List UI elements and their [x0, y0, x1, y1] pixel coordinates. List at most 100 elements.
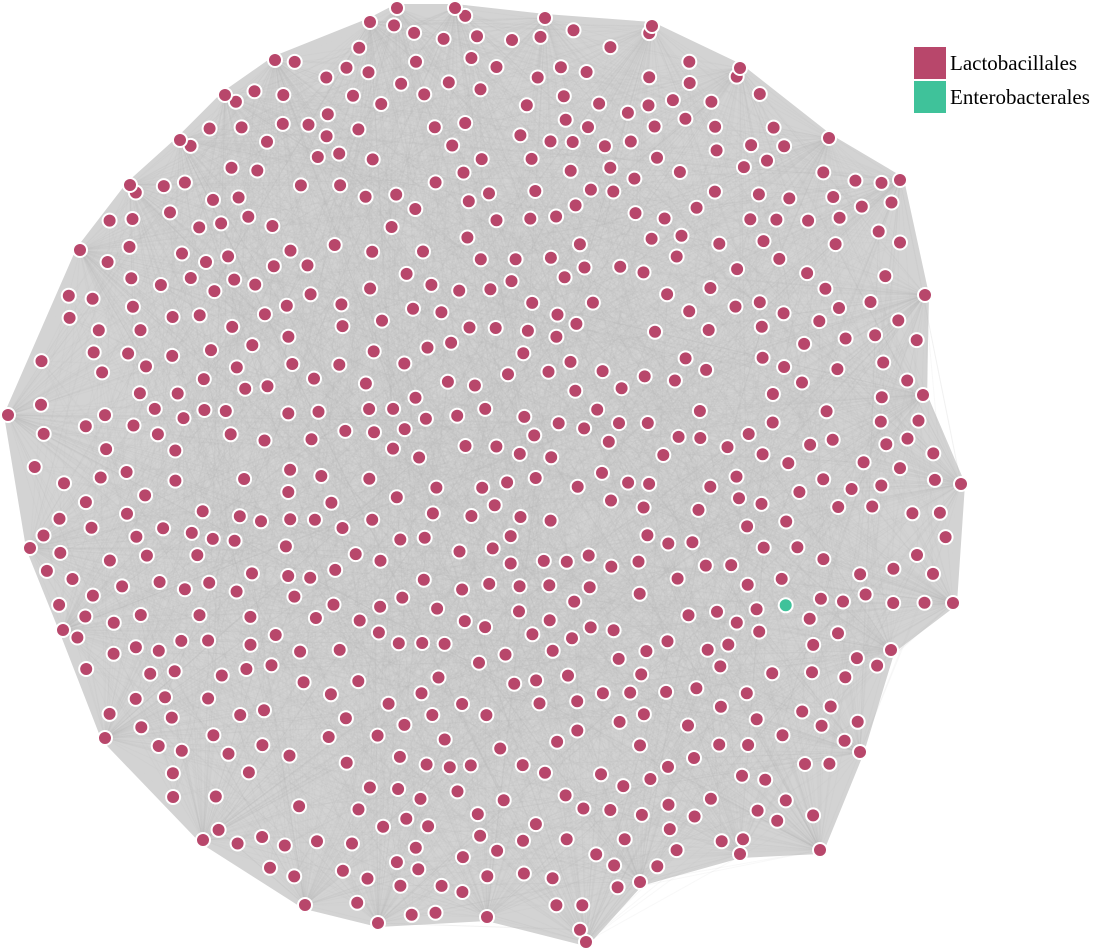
node-lactobacillales — [728, 468, 745, 485]
network-edge — [218, 7, 398, 830]
network-edge — [739, 67, 790, 199]
network-edge — [454, 7, 743, 776]
node-lactobacillales — [751, 86, 768, 102]
node-lactobacillales — [474, 479, 491, 496]
network-edge — [431, 7, 456, 716]
node-lactobacillales — [751, 294, 768, 311]
node-lactobacillales — [338, 59, 355, 76]
node-lactobacillales — [403, 906, 420, 923]
node-lactobacillales — [813, 717, 830, 734]
node-lactobacillales — [641, 69, 658, 86]
node-lactobacillales — [236, 471, 253, 487]
network-edge — [132, 306, 861, 753]
node-lactobacillales — [945, 595, 961, 611]
network-edge — [392, 394, 924, 450]
network-edge — [424, 137, 830, 539]
node-lactobacillales — [436, 731, 453, 748]
network-edge — [601, 67, 741, 474]
network-edge — [522, 352, 861, 753]
node-lactobacillales — [916, 594, 933, 611]
node-lactobacillales — [804, 664, 820, 681]
network-edge — [339, 7, 398, 186]
node-lactobacillales — [479, 909, 495, 925]
network-edge — [239, 515, 954, 604]
network-edge — [372, 137, 830, 253]
network-edge — [315, 617, 861, 753]
network-edge — [303, 681, 641, 883]
network-edge — [113, 483, 962, 624]
network-edge — [191, 294, 926, 534]
network-edge — [382, 7, 398, 827]
network-edge — [544, 17, 722, 707]
network-edge — [129, 25, 653, 186]
node-lactobacillales — [246, 83, 263, 100]
network-edge — [310, 577, 861, 753]
network-edge — [820, 294, 926, 599]
node-lactobacillales — [259, 133, 275, 150]
network-edge — [275, 483, 962, 636]
node-lactobacillales — [337, 422, 354, 439]
node-lactobacillales — [660, 535, 677, 552]
network-edge — [396, 7, 894, 569]
network-edge — [773, 127, 830, 139]
network-edge — [643, 507, 892, 651]
network-edge — [618, 394, 924, 660]
network-edge — [248, 7, 456, 773]
network-edge — [576, 323, 962, 485]
network-edge — [454, 7, 467, 447]
node-lactobacillales — [677, 350, 694, 367]
node-lactobacillales — [548, 328, 565, 345]
network-edge — [221, 675, 741, 855]
network-edge — [102, 371, 924, 396]
node-lactobacillales — [873, 389, 890, 406]
node-lactobacillales — [764, 665, 781, 682]
network-edge — [781, 394, 924, 736]
node-lactobacillales — [885, 560, 902, 577]
network-edge — [730, 564, 821, 851]
network-edge — [630, 141, 954, 604]
network-edge — [104, 7, 456, 739]
node-lactobacillales — [706, 183, 723, 200]
node-lactobacillales — [526, 427, 543, 444]
network-edge — [457, 394, 924, 792]
node-lactobacillales — [639, 527, 656, 544]
node-lactobacillales — [133, 719, 150, 736]
network-edge — [104, 137, 830, 416]
node-lactobacillales — [383, 219, 400, 235]
node-lactobacillales — [575, 800, 592, 817]
node-lactobacillales — [815, 471, 832, 488]
network-edge — [396, 7, 567, 796]
network-edge — [356, 179, 901, 903]
node-lactobacillales — [564, 630, 580, 647]
network-edge — [550, 294, 926, 521]
node-lactobacillales — [309, 833, 325, 850]
network-edge — [454, 7, 936, 481]
node-lactobacillales — [443, 334, 460, 351]
node-lactobacillales — [633, 806, 650, 823]
network-edge — [494, 504, 954, 604]
network-edge — [140, 329, 924, 396]
node-lactobacillales — [373, 96, 390, 112]
network-edge — [739, 67, 763, 504]
node-lactobacillales — [670, 428, 687, 445]
network-edge — [454, 7, 565, 97]
node-lactobacillales — [774, 727, 791, 744]
node-lactobacillales — [537, 764, 553, 781]
node-lactobacillales — [531, 695, 548, 712]
node-lactobacillales — [699, 641, 716, 658]
node-lactobacillales — [374, 312, 390, 329]
network-edge — [251, 179, 901, 574]
network-edge — [406, 273, 892, 651]
network-edge — [60, 552, 861, 753]
network-edge — [739, 67, 761, 303]
network-edge — [133, 425, 954, 604]
network-edge — [436, 608, 488, 918]
network-edge — [314, 519, 821, 851]
network-edge — [585, 326, 763, 943]
network-edge — [464, 15, 892, 651]
network-edge — [396, 7, 861, 575]
network-edge — [135, 192, 821, 851]
node-lactobacillales — [469, 28, 485, 45]
node-lactobacillales — [60, 287, 77, 304]
network-edge — [212, 199, 924, 396]
